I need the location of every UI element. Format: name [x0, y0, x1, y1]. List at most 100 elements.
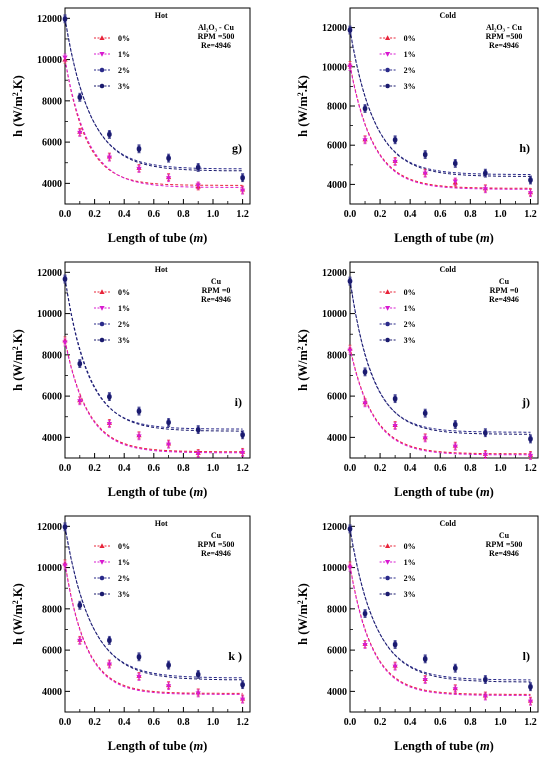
data-point — [527, 699, 534, 705]
legend-label: 2% — [404, 574, 416, 583]
y-tick-label: 6000 — [42, 392, 62, 403]
data-point — [62, 340, 68, 346]
info-text: RPM =500 — [198, 32, 235, 41]
data-point — [77, 130, 83, 136]
fit-curve — [349, 30, 531, 177]
fit-curve — [64, 59, 243, 186]
y-tick-label: 4000 — [327, 180, 347, 191]
data-point — [385, 35, 391, 40]
panel-label: j) — [521, 395, 530, 409]
legend-label: 3% — [404, 336, 416, 345]
data-point — [99, 306, 105, 311]
fit-curve — [64, 340, 243, 453]
panel-label: l) — [523, 649, 530, 663]
data-point — [528, 178, 533, 183]
data-point — [385, 591, 390, 597]
x-tick-label: 0.8 — [464, 463, 477, 474]
data-point — [62, 563, 68, 569]
x-tick-label: 0.6 — [434, 463, 447, 474]
data-point — [166, 663, 171, 668]
legend-label: 2% — [118, 320, 130, 329]
x-tick-label: 1.2 — [236, 717, 249, 728]
y-tick-label: 4000 — [42, 687, 62, 698]
data-point — [62, 525, 68, 530]
fit-curve — [349, 565, 531, 695]
info-text: Al₂O₃ - Cu — [486, 23, 522, 32]
fit-curve — [64, 278, 243, 430]
fit-curve — [349, 65, 531, 190]
legend-label: 1% — [404, 558, 416, 567]
x-tick-label: 0.6 — [148, 717, 161, 728]
x-axis-label: Length of tube (m) — [394, 231, 494, 245]
x-tick-label: 0.0 — [344, 209, 357, 220]
data-point — [392, 642, 398, 648]
data-point — [166, 176, 172, 182]
x-axis-label: Length of tube (m) — [108, 485, 208, 499]
legend-label: 3% — [404, 590, 416, 599]
x-tick-label: 0.2 — [374, 717, 387, 728]
y-tick-label: 8000 — [42, 604, 62, 615]
data-point — [166, 420, 171, 426]
data-point — [195, 427, 201, 433]
y-tick-label: 12000 — [37, 268, 62, 279]
data-point — [362, 106, 368, 112]
data-point — [392, 138, 398, 143]
data-point — [422, 411, 428, 416]
data-point — [62, 17, 68, 22]
data-point — [195, 451, 201, 457]
fit-curve — [349, 348, 531, 456]
chart-panel-2: 0.0 0.2 0.4 0.6 0.8 1.0 1.2 4000 6000 8000 10000 12… — [296, 7, 539, 245]
data-point — [362, 401, 368, 407]
panel-title: Cold — [440, 519, 457, 528]
panel-title: Hot — [155, 11, 168, 20]
data-point — [347, 279, 353, 284]
data-point — [482, 187, 488, 193]
data-point — [385, 83, 390, 89]
x-tick-label: 0.2 — [374, 463, 387, 474]
data-point — [77, 603, 83, 609]
y-axis-label: h (W/m2.K) — [296, 329, 311, 391]
legend-label: 2% — [118, 66, 130, 75]
fit-curve — [64, 564, 243, 695]
x-tick-label: 0.0 — [59, 463, 72, 474]
data-point — [240, 175, 245, 181]
y-tick-label: 12000 — [322, 23, 347, 34]
panel-label: g) — [232, 141, 242, 155]
y-tick-label: 12000 — [37, 14, 62, 25]
info-text: Re=4946 — [489, 549, 519, 558]
data-point — [107, 638, 112, 644]
y-tick-label: 6000 — [327, 646, 347, 657]
y-axis-label: h (W/m2.K) — [296, 75, 311, 137]
data-point — [99, 560, 105, 565]
panel-label: h) — [519, 141, 530, 155]
data-point — [483, 677, 488, 683]
x-tick-label: 0.0 — [344, 463, 357, 474]
x-tick-label: 0.8 — [177, 209, 190, 220]
data-point — [136, 434, 142, 440]
x-tick-label: 0.4 — [404, 717, 417, 728]
chart-panel-3: 0.0 0.2 0.4 0.6 0.8 1.0 1.2 4000 6000 8000 10000 12… — [11, 261, 251, 499]
plot-frame — [64, 261, 251, 459]
data-point — [527, 191, 534, 197]
x-tick-label: 1.0 — [207, 209, 220, 220]
data-point — [385, 306, 391, 311]
fit-curve — [349, 347, 531, 455]
y-tick-label: 4000 — [327, 433, 347, 444]
plot-frame — [64, 515, 251, 713]
x-tick-label: 0.4 — [404, 463, 417, 474]
data-point — [528, 437, 533, 442]
panel-label: k ) — [228, 649, 242, 663]
legend-label: 3% — [118, 336, 130, 345]
fit-curve — [349, 566, 531, 696]
legend-label: 2% — [404, 320, 416, 329]
data-point — [107, 394, 112, 400]
info-text: Cu — [499, 531, 510, 540]
x-axis-label: Length of tube (m) — [108, 739, 208, 753]
data-point — [99, 35, 105, 40]
data-point — [240, 450, 246, 456]
data-point — [392, 664, 398, 670]
x-tick-label: 1.2 — [236, 209, 249, 220]
info-text: RPM =500 — [486, 32, 523, 41]
y-tick-label: 10000 — [37, 563, 62, 574]
